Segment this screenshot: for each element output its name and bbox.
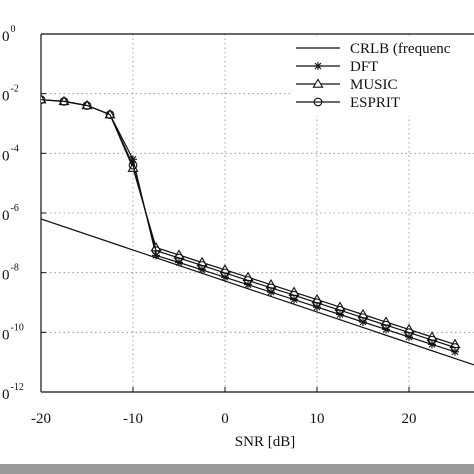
legend-item: MUSIC bbox=[296, 77, 398, 93]
star-stroke bbox=[221, 273, 229, 281]
series-point-star bbox=[314, 62, 322, 70]
series-point-circle bbox=[59, 97, 69, 106]
series-point-star bbox=[405, 332, 413, 341]
star-stroke bbox=[382, 326, 390, 333]
series-point-circle bbox=[243, 276, 253, 285]
series-point-circle bbox=[450, 343, 460, 352]
star-stroke bbox=[405, 333, 413, 341]
star-stroke bbox=[198, 266, 206, 274]
series-point-star bbox=[313, 303, 321, 312]
star-stroke bbox=[314, 62, 322, 70]
series-point-circle bbox=[105, 110, 115, 119]
series-point-star bbox=[290, 295, 298, 304]
series-line bbox=[41, 99, 456, 345]
series-point-circle bbox=[174, 253, 184, 263]
x-tick-label: -20 bbox=[31, 411, 51, 427]
series-line bbox=[41, 99, 456, 353]
bottom-band bbox=[0, 464, 474, 474]
series-esprit bbox=[41, 95, 460, 352]
legend-item: ESPRIT bbox=[296, 95, 400, 111]
y-tick-label: 0-10 bbox=[2, 322, 24, 343]
x-axis-title: SNR [dB] bbox=[235, 434, 295, 450]
series-point-circle bbox=[128, 160, 138, 170]
series-point-circle bbox=[41, 95, 46, 105]
series-point-circle bbox=[335, 305, 345, 315]
legend-item: CRLB (frequenc bbox=[296, 41, 451, 57]
series-line bbox=[41, 218, 474, 366]
series-point-circle bbox=[197, 261, 207, 270]
series-point-circle bbox=[151, 246, 161, 255]
axes bbox=[40, 33, 474, 393]
legend-label: DFT bbox=[350, 59, 378, 75]
legend-label: CRLB (frequenc bbox=[350, 41, 451, 57]
series bbox=[41, 93, 474, 366]
legend: CRLB (frequenc DFT MUSIC ESPRIT bbox=[290, 36, 474, 116]
series-point-star bbox=[175, 258, 183, 267]
series-point-circle bbox=[289, 290, 299, 300]
y-tick-label: 0-12 bbox=[2, 382, 24, 403]
series-music bbox=[41, 93, 461, 349]
series-point-circle bbox=[312, 298, 322, 308]
series-point-circle bbox=[404, 328, 414, 337]
y-tick-label: 00 bbox=[2, 24, 16, 45]
x-tick-label: -10 bbox=[123, 411, 143, 427]
y-tick-label: 0-6 bbox=[2, 203, 19, 224]
series-point-circle bbox=[220, 268, 230, 278]
legend-label: ESPRIT bbox=[350, 95, 400, 111]
star-stroke bbox=[175, 259, 183, 266]
series-point-circle bbox=[266, 283, 276, 293]
series-point-circle bbox=[427, 335, 437, 345]
series-point-circle bbox=[381, 320, 391, 330]
star-stroke bbox=[290, 296, 298, 303]
legend-box bbox=[290, 36, 474, 116]
series-point-star bbox=[198, 265, 206, 274]
series-point-circle bbox=[313, 97, 323, 107]
series-point-star bbox=[382, 325, 390, 334]
y-tick-label: 0-2 bbox=[2, 84, 19, 105]
star-stroke bbox=[313, 303, 321, 311]
series-dft bbox=[41, 95, 459, 356]
series-line bbox=[41, 99, 456, 349]
series-point-circle bbox=[82, 101, 92, 110]
x-tick-label: 10 bbox=[310, 411, 325, 427]
y-tick-label: 0-8 bbox=[2, 263, 19, 284]
series-point-star bbox=[221, 273, 229, 282]
series-point-circle bbox=[358, 313, 368, 323]
legend-item: DFT bbox=[296, 59, 378, 75]
x-tick-label: 20 bbox=[402, 411, 417, 427]
legend-label: MUSIC bbox=[350, 77, 398, 93]
series-crlb-frequenc bbox=[41, 218, 474, 366]
x-tick-label: 0 bbox=[221, 411, 229, 427]
series-point-triangle bbox=[312, 78, 324, 88]
tick-labels: -20 -10 0 10 20 00 0-2 0-4 0-6 0-8 0-10 0-12 bbox=[2, 24, 417, 427]
y-tick-label: 0-4 bbox=[2, 143, 19, 164]
